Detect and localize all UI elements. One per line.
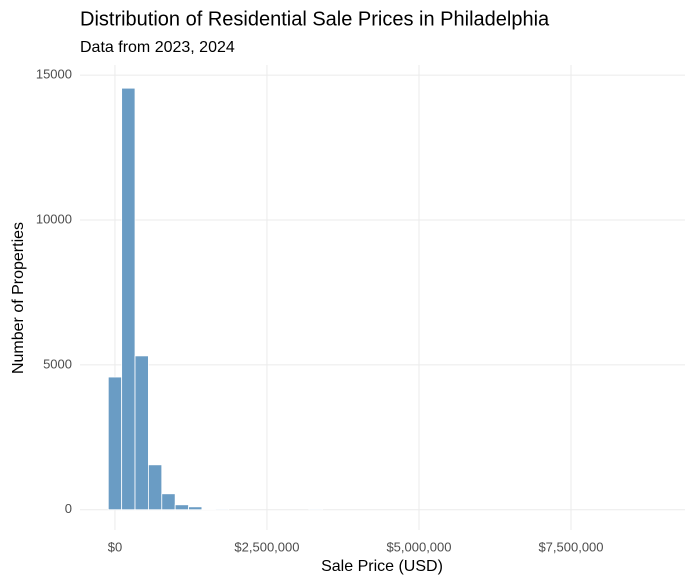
bar [121, 87, 136, 511]
x-tick-label: $2,500,000 [234, 539, 299, 554]
bar [174, 504, 189, 511]
x-tick-label: $7,500,000 [538, 539, 603, 554]
chart-subtitle: Data from 2023, 2024 [80, 39, 235, 56]
chart-title: Distribution of Residential Sale Prices … [80, 8, 550, 30]
bar [161, 493, 176, 511]
y-tick-label: 15000 [36, 67, 72, 82]
x-axis-title: Sale Price (USD) [321, 558, 443, 575]
y-tick-label: 5000 [43, 356, 72, 371]
bar [214, 508, 230, 511]
x-tick-label: $0 [108, 539, 122, 554]
y-tick-label: 0 [65, 501, 72, 516]
bar [308, 508, 323, 511]
bar [107, 376, 123, 511]
y-axis-title: Number of Properties [10, 222, 27, 374]
bar [148, 464, 163, 511]
y-tick-label: 10000 [36, 211, 72, 226]
bar [188, 506, 203, 511]
bar [134, 355, 149, 511]
x-tick-label: $5,000,000 [386, 539, 451, 554]
